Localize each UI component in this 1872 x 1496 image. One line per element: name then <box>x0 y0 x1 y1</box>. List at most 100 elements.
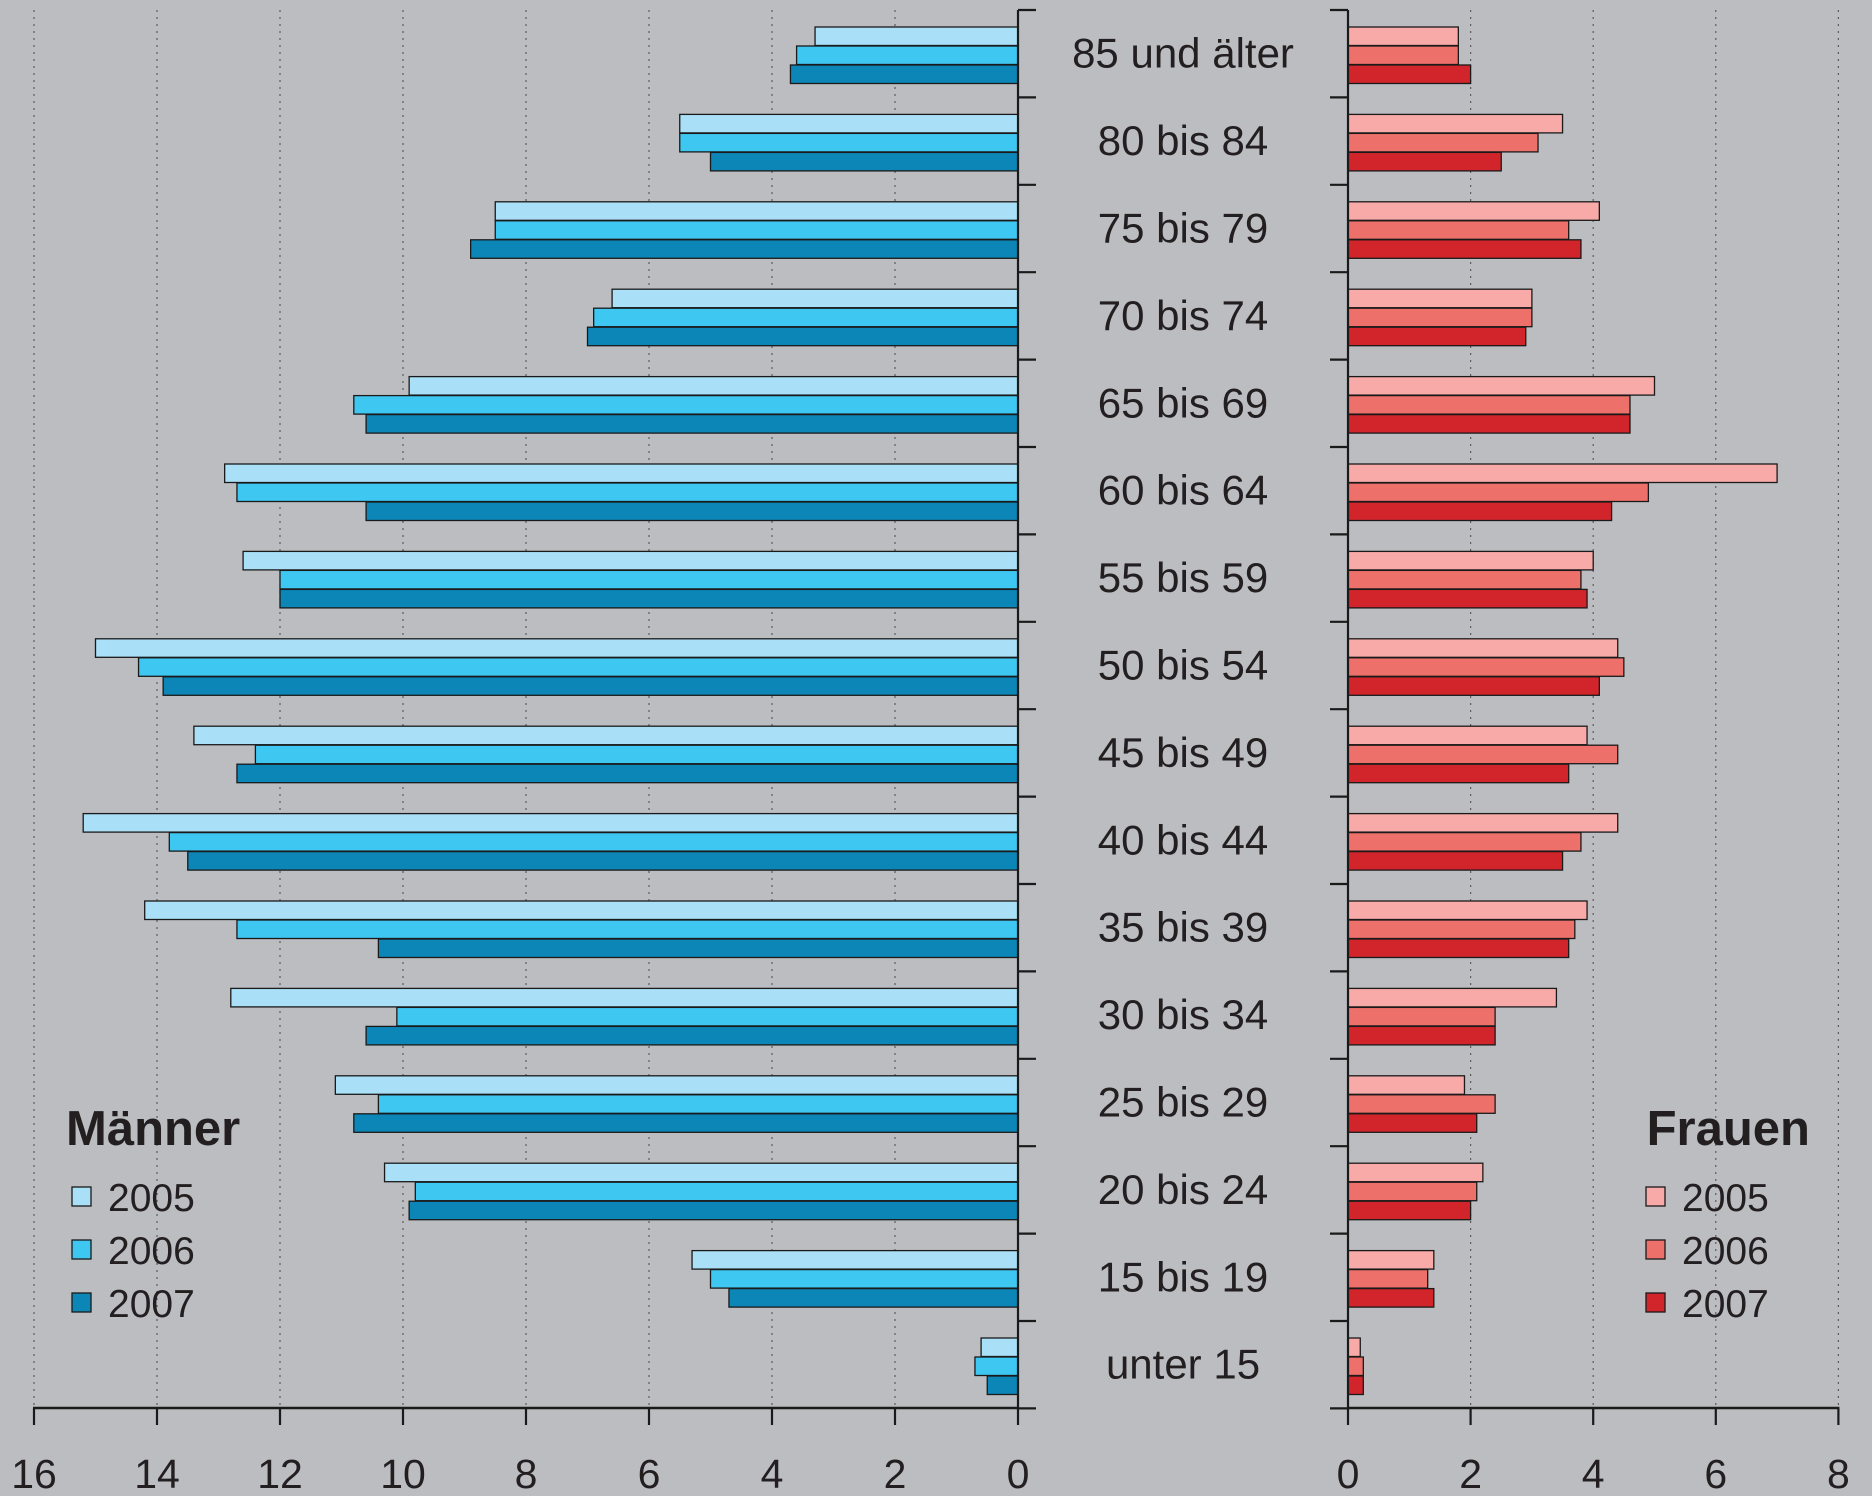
category-label-13: 20 bis 24 <box>1098 1166 1268 1213</box>
bar-frauen-2007-1 <box>1347 151 1502 172</box>
category-label-9: 40 bis 44 <box>1098 816 1268 863</box>
bar-frauen-2005-5 <box>1347 463 1778 484</box>
bar-frauen-2006-0 <box>1347 45 1459 66</box>
bar-maenner-2007-12 <box>353 1113 1019 1133</box>
bar-maenner-2007-15 <box>986 1375 1019 1396</box>
bar-maenner-2005-11 <box>230 987 1019 1008</box>
x-tick-label-maenner-4: 4 <box>761 1451 784 1496</box>
category-label-11: 30 bis 34 <box>1098 991 1268 1038</box>
bar-frauen-2007-0 <box>1347 64 1472 85</box>
bar-maenner-2005-6 <box>242 550 1019 571</box>
bar-maenner-2006-9 <box>168 831 1019 852</box>
legend-label-maenner-2005: 2005 <box>108 1177 195 1220</box>
category-label-1: 80 bis 84 <box>1098 117 1268 164</box>
category-label-14: 15 bis 19 <box>1098 1253 1268 1300</box>
bar-frauen-2006-3 <box>1347 307 1533 328</box>
bar-maenner-2005-10 <box>144 900 1019 921</box>
legend-title-maenner: Männer <box>66 1102 240 1156</box>
x-tick-label-maenner-0: 0 <box>1007 1451 1030 1496</box>
bar-maenner-2007-14 <box>728 1287 1019 1308</box>
x-tick-label-frauen-2: 2 <box>1459 1451 1482 1496</box>
category-label-10: 35 bis 39 <box>1098 904 1268 951</box>
x-tick-label-maenner-2: 2 <box>884 1451 907 1496</box>
x-tick-label-maenner-8: 8 <box>515 1451 538 1496</box>
bar-maenner-2006-8 <box>254 744 1019 765</box>
bar-maenner-2006-1 <box>679 132 1019 153</box>
bar-frauen-2005-11 <box>1347 987 1558 1008</box>
bar-frauen-2007-14 <box>1347 1287 1435 1308</box>
legend-label-maenner-2007: 2007 <box>108 1283 195 1326</box>
bar-frauen-2005-9 <box>1347 812 1619 833</box>
bar-frauen-2007-7 <box>1347 676 1600 696</box>
bar-maenner-2005-8 <box>193 725 1019 746</box>
bar-frauen-2005-1 <box>1347 113 1564 134</box>
bar-maenner-2006-3 <box>593 307 1019 328</box>
legend-label-frauen-2007: 2007 <box>1682 1283 1769 1326</box>
category-label-2: 75 bis 79 <box>1098 205 1268 252</box>
bar-frauen-2005-7 <box>1347 638 1619 658</box>
bar-frauen-2006-10 <box>1347 919 1576 940</box>
bar-maenner-2006-2 <box>494 220 1019 240</box>
legend-swatch-maenner-2007 <box>71 1292 92 1313</box>
category-label-3: 70 bis 74 <box>1098 292 1268 339</box>
bar-frauen-2005-0 <box>1347 26 1459 47</box>
bar-maenner-2006-13 <box>414 1181 1019 1202</box>
bar-frauen-2006-2 <box>1347 220 1570 240</box>
bar-maenner-2005-13 <box>383 1162 1019 1183</box>
bar-maenner-2007-8 <box>236 763 1019 784</box>
bar-frauen-2006-8 <box>1347 744 1619 765</box>
bar-maenner-2007-13 <box>408 1200 1019 1221</box>
category-label-12: 25 bis 29 <box>1098 1079 1268 1126</box>
bar-frauen-2007-13 <box>1347 1200 1472 1221</box>
bar-maenner-2005-1 <box>679 113 1019 134</box>
bar-frauen-2007-10 <box>1347 938 1570 959</box>
bar-maenner-2006-7 <box>137 657 1019 677</box>
x-tick-label-maenner-6: 6 <box>638 1451 661 1496</box>
bar-maenner-2006-6 <box>279 569 1019 590</box>
x-tick-label-maenner-16: 16 <box>11 1451 57 1496</box>
bar-maenner-2006-10 <box>236 919 1019 940</box>
bar-frauen-2007-8 <box>1347 763 1570 784</box>
bar-maenner-2007-0 <box>789 64 1019 85</box>
legend-swatch-frauen-2006 <box>1645 1239 1666 1260</box>
bar-frauen-2005-6 <box>1347 550 1594 571</box>
x-tick-label-maenner-14: 14 <box>134 1451 180 1496</box>
category-label-4: 65 bis 69 <box>1098 379 1268 426</box>
x-tick-label-maenner-12: 12 <box>257 1451 303 1496</box>
bar-maenner-2005-0 <box>814 26 1019 47</box>
bar-maenner-2005-14 <box>691 1249 1019 1270</box>
bar-maenner-2005-12 <box>334 1075 1019 1095</box>
bar-frauen-2007-11 <box>1347 1025 1496 1046</box>
bar-frauen-2007-3 <box>1347 326 1527 347</box>
bar-maenner-2005-5 <box>223 463 1019 484</box>
x-tick-label-frauen-0: 0 <box>1337 1451 1360 1496</box>
x-tick-label-frauen-6: 6 <box>1704 1451 1727 1496</box>
bar-maenner-2005-2 <box>494 201 1019 221</box>
bar-frauen-2007-15 <box>1347 1375 1364 1396</box>
category-label-7: 50 bis 54 <box>1098 642 1268 689</box>
bar-frauen-2006-5 <box>1347 482 1650 503</box>
bar-frauen-2005-14 <box>1347 1249 1435 1270</box>
bar-frauen-2005-12 <box>1347 1075 1466 1095</box>
bar-maenner-2007-5 <box>365 501 1019 522</box>
legend-title-frauen: Frauen <box>1647 1102 1810 1156</box>
bar-frauen-2006-13 <box>1347 1181 1478 1202</box>
bar-maenner-2006-4 <box>353 394 1019 415</box>
category-label-15: unter 15 <box>1106 1341 1260 1388</box>
bar-maenner-2006-12 <box>377 1094 1019 1114</box>
bar-frauen-2007-12 <box>1347 1113 1478 1133</box>
bar-frauen-2007-4 <box>1347 413 1631 434</box>
bar-frauen-2007-9 <box>1347 850 1564 871</box>
category-label-6: 55 bis 59 <box>1098 554 1268 601</box>
bar-maenner-2007-10 <box>377 938 1019 959</box>
bar-frauen-2007-6 <box>1347 588 1588 609</box>
category-label-8: 45 bis 49 <box>1098 729 1268 776</box>
bar-maenner-2006-14 <box>709 1268 1019 1289</box>
bar-frauen-2005-2 <box>1347 201 1600 221</box>
bar-frauen-2006-12 <box>1347 1094 1496 1114</box>
bar-frauen-2006-6 <box>1347 569 1582 590</box>
bar-maenner-2007-2 <box>469 239 1019 259</box>
bar-maenner-2007-4 <box>365 413 1019 434</box>
bar-frauen-2005-4 <box>1347 375 1656 396</box>
